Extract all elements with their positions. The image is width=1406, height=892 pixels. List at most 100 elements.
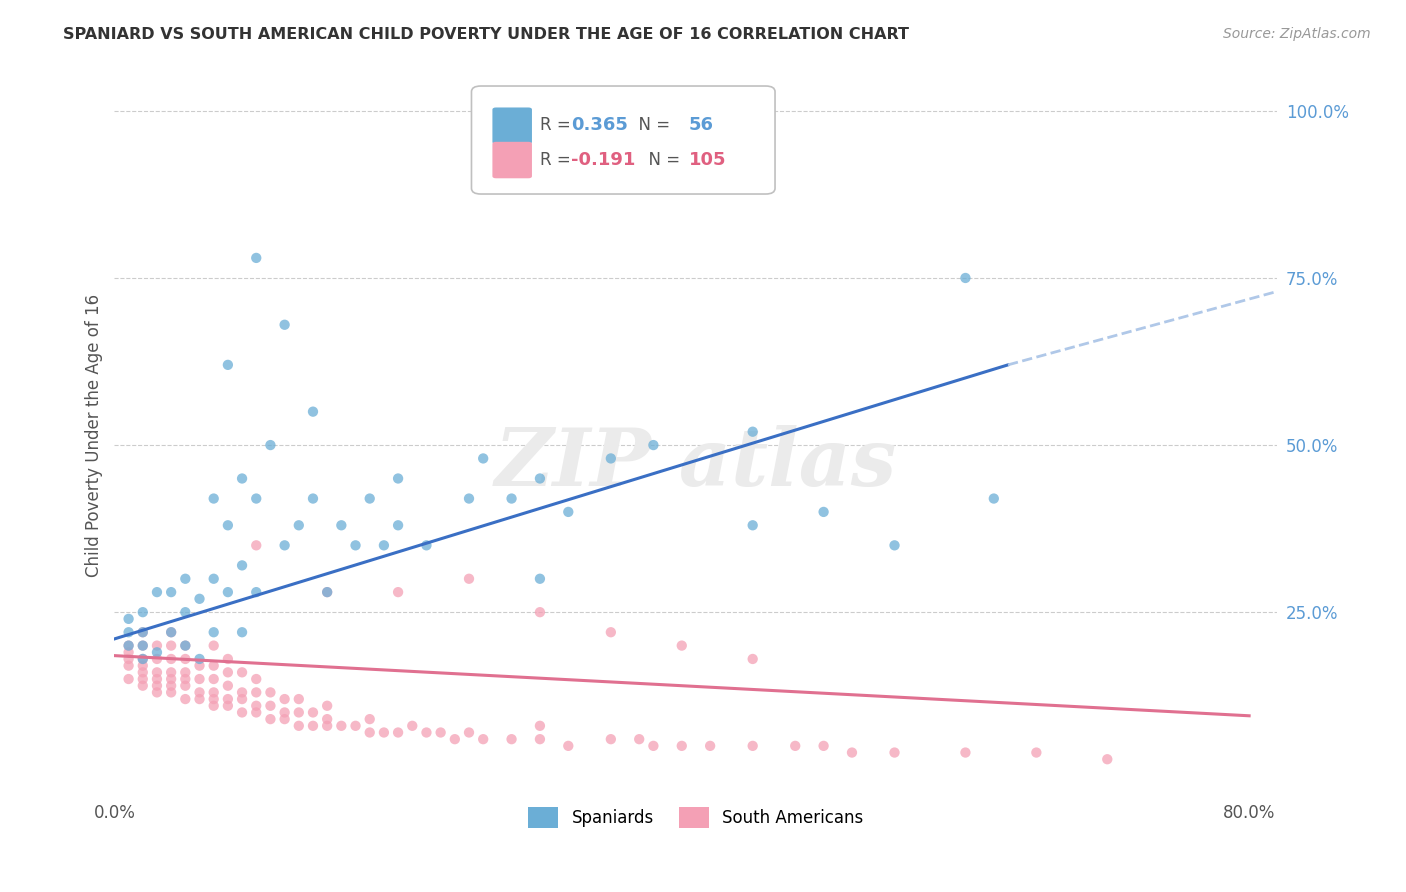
FancyBboxPatch shape [471, 86, 775, 194]
Point [231, 625, 253, 640]
Point [373, 725, 395, 739]
Point [245, 698, 267, 713]
Point [202, 572, 225, 586]
FancyBboxPatch shape [492, 107, 531, 144]
Point [359, 712, 381, 726]
Point [599, 451, 621, 466]
Point [983, 491, 1005, 506]
Point [202, 658, 225, 673]
Point [160, 685, 183, 699]
Legend: Spaniards, South Americans: Spaniards, South Americans [522, 801, 870, 834]
Point [785, 739, 807, 753]
Point [160, 639, 183, 653]
Point [231, 558, 253, 573]
Point [643, 438, 665, 452]
Point [146, 639, 169, 653]
Text: SPANIARD VS SOUTH AMERICAN CHILD POVERTY UNDER THE AGE OF 16 CORRELATION CHART: SPANIARD VS SOUTH AMERICAN CHILD POVERTY… [63, 27, 910, 42]
Point [458, 725, 481, 739]
Point [117, 612, 139, 626]
Point [160, 679, 183, 693]
Point [202, 698, 225, 713]
Point [146, 685, 169, 699]
Point [117, 672, 139, 686]
Point [132, 652, 155, 666]
Point [259, 438, 281, 452]
Point [529, 605, 551, 619]
Point [883, 746, 905, 760]
Point [955, 271, 977, 285]
Point [146, 679, 169, 693]
Point [288, 692, 311, 706]
Point [741, 739, 763, 753]
Text: N =: N = [638, 152, 685, 169]
Point [344, 719, 367, 733]
Point [288, 719, 311, 733]
Point [302, 706, 325, 720]
Point [132, 639, 155, 653]
Point [599, 732, 621, 747]
Text: 56: 56 [689, 116, 714, 135]
Text: R =: R = [540, 152, 576, 169]
Point [117, 645, 139, 659]
Point [132, 665, 155, 680]
Point [501, 732, 523, 747]
Point [217, 698, 239, 713]
Point [117, 658, 139, 673]
Point [117, 625, 139, 640]
Point [217, 652, 239, 666]
Point [415, 538, 437, 552]
Point [529, 471, 551, 485]
Point [302, 404, 325, 418]
Point [146, 665, 169, 680]
Point [259, 698, 281, 713]
Text: Source: ZipAtlas.com: Source: ZipAtlas.com [1223, 27, 1371, 41]
Point [217, 585, 239, 599]
Point [117, 639, 139, 653]
Point [188, 652, 211, 666]
Point [188, 658, 211, 673]
Point [160, 585, 183, 599]
Point [174, 639, 197, 653]
Point [273, 538, 295, 552]
Point [132, 658, 155, 673]
Point [174, 679, 197, 693]
Point [316, 698, 339, 713]
Point [202, 491, 225, 506]
Point [401, 719, 423, 733]
Point [245, 538, 267, 552]
Point [458, 491, 481, 506]
Point [273, 318, 295, 332]
Point [699, 739, 721, 753]
Point [160, 672, 183, 686]
Point [132, 639, 155, 653]
Text: ZIP atlas: ZIP atlas [495, 425, 897, 502]
Point [273, 692, 295, 706]
Point [458, 572, 481, 586]
Point [599, 625, 621, 640]
Point [387, 585, 409, 599]
Point [160, 625, 183, 640]
Point [245, 706, 267, 720]
Point [174, 665, 197, 680]
Point [330, 518, 353, 533]
Point [813, 505, 835, 519]
Point [132, 672, 155, 686]
Point [1097, 752, 1119, 766]
Point [231, 685, 253, 699]
Point [841, 746, 863, 760]
Point [202, 639, 225, 653]
Point [373, 538, 395, 552]
Point [472, 732, 495, 747]
Point [245, 251, 267, 265]
Point [557, 505, 579, 519]
Point [188, 692, 211, 706]
Point [813, 739, 835, 753]
Point [741, 652, 763, 666]
Point [174, 692, 197, 706]
Point [643, 739, 665, 753]
Point [231, 471, 253, 485]
Point [132, 625, 155, 640]
Point [117, 652, 139, 666]
Point [330, 719, 353, 733]
Point [231, 692, 253, 706]
